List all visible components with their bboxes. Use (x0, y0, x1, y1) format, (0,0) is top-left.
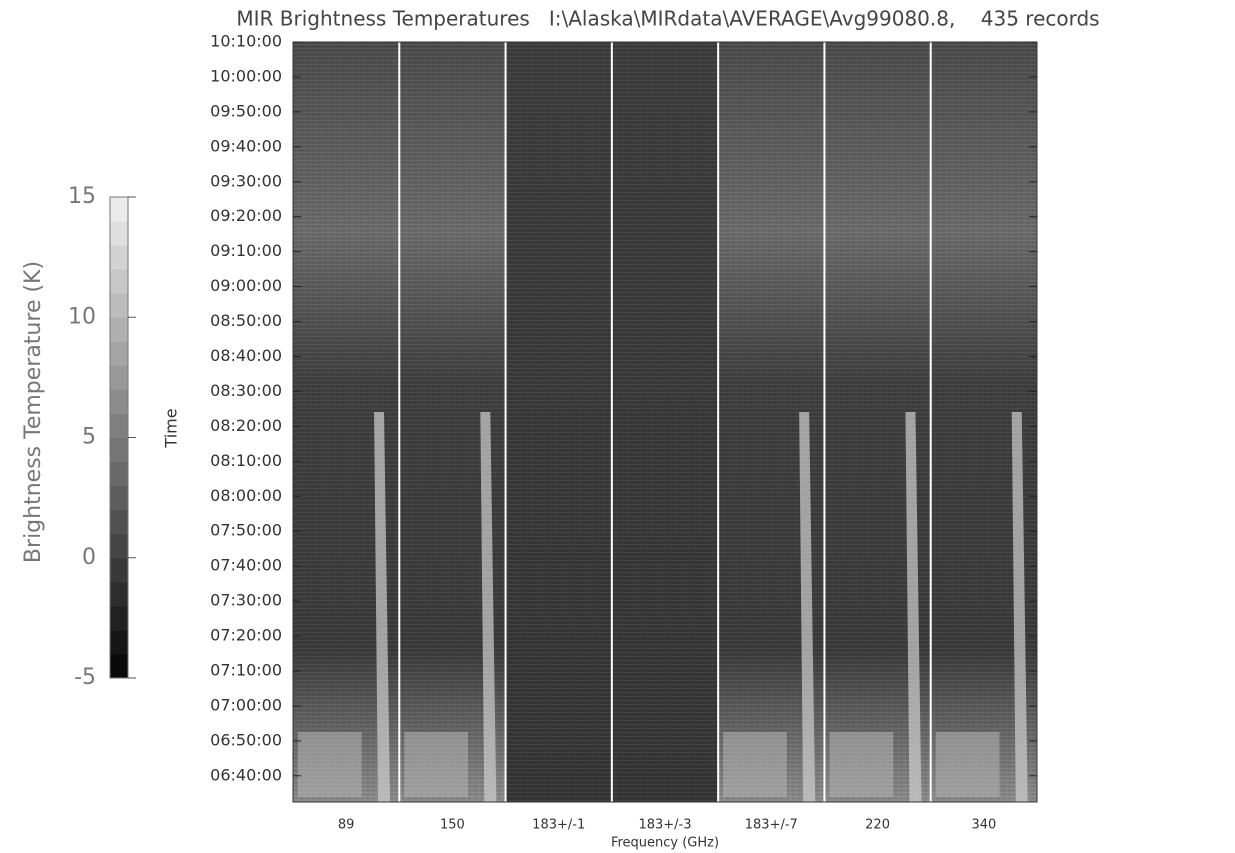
y-tick-label: 08:10:00 (210, 451, 282, 470)
colorbar-step (110, 437, 128, 463)
colorbar-step (110, 413, 128, 438)
plot-frame (292, 41, 1038, 803)
colorbar-tick-label: 15 (68, 184, 96, 209)
colorbar-label: Brightness Temperature (K) (21, 261, 46, 563)
heatmap (293, 42, 1037, 802)
colorbar-step (110, 293, 128, 318)
bright-bottom (723, 732, 787, 797)
x-axis-label: Frequency (GHz) (611, 836, 719, 851)
x-tick-label: 183+/-7 (745, 818, 798, 833)
y-tick-label: 06:50:00 (210, 730, 282, 749)
bright-streak (799, 412, 816, 802)
colorbar-step (110, 197, 128, 222)
colorbar-step (110, 557, 128, 583)
colorbar-step (110, 245, 128, 270)
colorbar-step (110, 605, 128, 631)
y-tick-label: 08:00:00 (210, 486, 282, 505)
colorbar-step (110, 269, 128, 294)
x-tick-label: 220 (865, 818, 890, 833)
bright-bottom (404, 732, 469, 797)
y-tick-label: 09:00:00 (210, 276, 282, 295)
y-tick-label: 09:20:00 (210, 206, 282, 225)
y-tick-label: 06:40:00 (210, 765, 282, 784)
colorbar-tick-label: 10 (68, 304, 96, 329)
chart-title: MIR Brightness Temperatures I:\Alaska\MI… (236, 7, 1099, 31)
colorbar-step (110, 533, 128, 559)
channel-texture (505, 42, 612, 802)
bright-bottom (935, 732, 1000, 797)
y-axis-label: Time (162, 408, 181, 448)
colorbar-step (110, 509, 128, 535)
x-tick-label: 183+/-1 (532, 818, 585, 833)
y-tick-label: 08:40:00 (210, 346, 282, 365)
y-tick-label: 08:30:00 (210, 381, 282, 400)
y-tick-label: 08:20:00 (210, 416, 282, 435)
colorbar-step (110, 653, 128, 679)
y-tick-label: 07:30:00 (210, 591, 282, 610)
x-tick-label: 340 (971, 818, 996, 833)
bright-streak (480, 412, 497, 802)
colorbar-tick-label: 0 (82, 545, 96, 570)
y-tick-label: 09:10:00 (210, 241, 282, 260)
y-tick-label: 07:50:00 (210, 521, 282, 540)
bright-streak (374, 412, 391, 802)
colorbar-tick-label: -5 (74, 665, 96, 690)
colorbar-step (110, 365, 128, 390)
y-tick-label: 09:50:00 (210, 101, 282, 120)
y-tick-label: 07:00:00 (210, 695, 282, 714)
colorbar-step (110, 461, 128, 487)
y-tick-label: 09:40:00 (210, 136, 282, 155)
y-tick-label: 09:30:00 (210, 171, 282, 190)
colorbar-step (110, 581, 128, 607)
bright-streak (905, 412, 922, 802)
x-tick-label: 150 (440, 818, 465, 833)
bright-streak (1011, 412, 1028, 802)
bright-bottom (298, 732, 362, 797)
colorbar-step (110, 341, 128, 366)
channel-texture (611, 42, 719, 802)
y-tick-label: 07:20:00 (210, 626, 282, 645)
y-tick-label: 10:00:00 (210, 66, 282, 85)
colorbar-step (110, 317, 128, 342)
x-tick-label: 183+/-3 (638, 818, 691, 833)
y-tick-label: 08:50:00 (210, 311, 282, 330)
y-tick-label: 10:10:00 (210, 32, 282, 51)
colorbar-step (110, 629, 128, 655)
x-tick-label: 89 (338, 818, 355, 833)
colorbar-tick-label: 5 (82, 425, 96, 450)
colorbar-step (110, 221, 128, 246)
colorbar-step (110, 389, 128, 414)
y-tick-label: 07:40:00 (210, 556, 282, 575)
colorbar-step (110, 485, 128, 511)
bright-bottom (829, 732, 894, 797)
y-tick-label: 07:10:00 (210, 660, 282, 679)
